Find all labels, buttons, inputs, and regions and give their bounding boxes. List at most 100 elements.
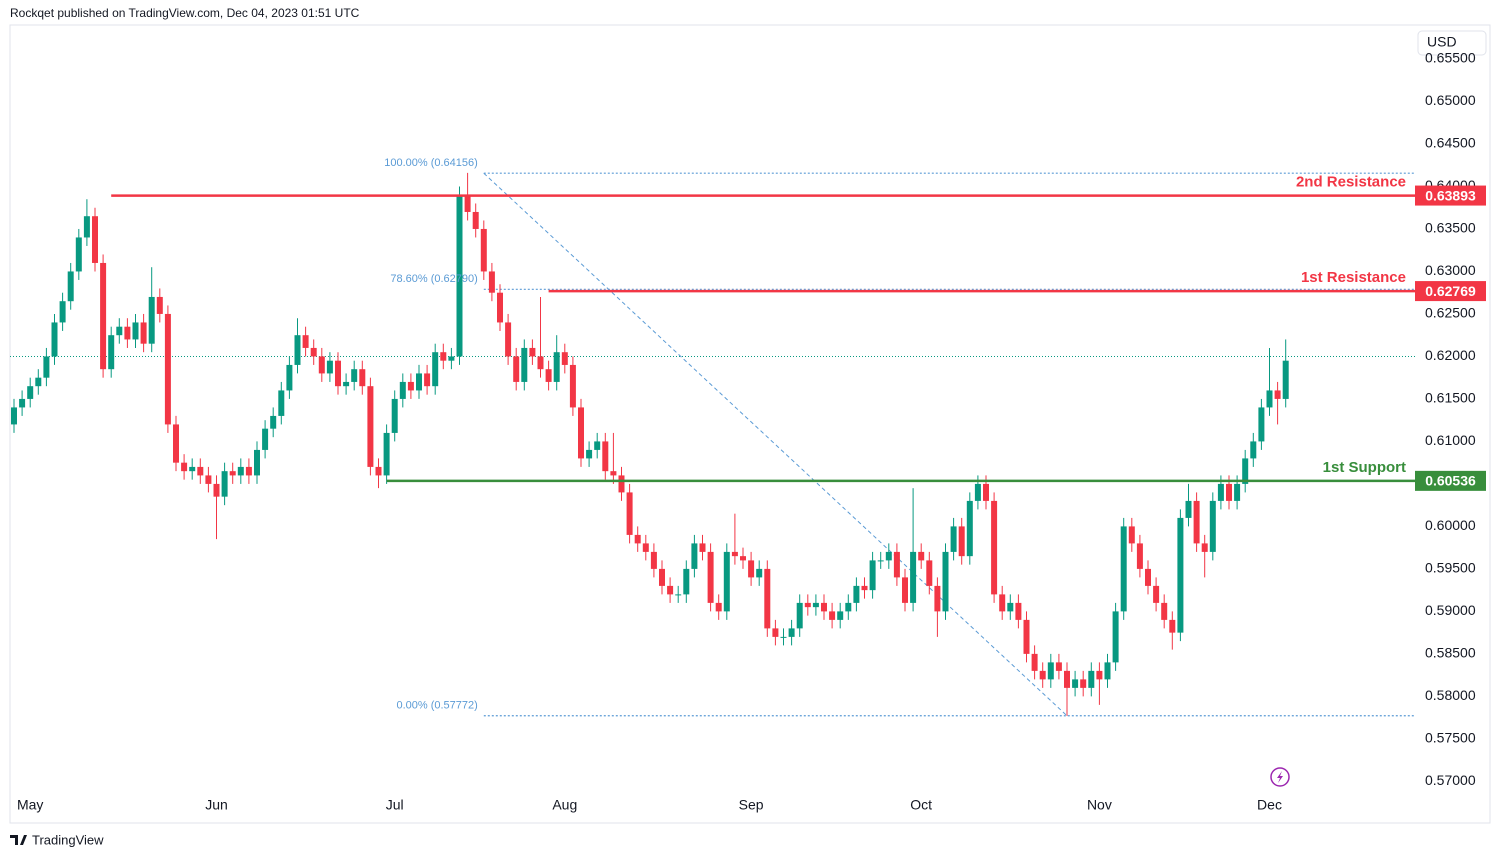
candle-body bbox=[1217, 483, 1224, 501]
currency[interactable]: USD bbox=[1427, 34, 1457, 50]
candle-body bbox=[1112, 611, 1119, 663]
candle-body bbox=[375, 466, 382, 476]
candle-body bbox=[772, 628, 779, 637]
candle-body bbox=[92, 216, 98, 263]
candle-body bbox=[821, 602, 827, 612]
plot bbox=[10, 172, 1415, 717]
candle-body bbox=[27, 386, 34, 399]
candle-body bbox=[885, 551, 892, 561]
alert-bolt[interactable] bbox=[1277, 771, 1283, 783]
y-tick-label: 0.58500 bbox=[1425, 645, 1476, 661]
candle-body bbox=[326, 360, 333, 374]
candle-body bbox=[1023, 619, 1030, 654]
candle-body bbox=[845, 602, 852, 612]
candle-body bbox=[764, 568, 771, 629]
currency-box[interactable]: USD bbox=[1417, 30, 1487, 56]
candle-body bbox=[424, 373, 431, 387]
candle-body bbox=[1080, 679, 1087, 688]
candle-body bbox=[926, 560, 933, 586]
candle-body bbox=[505, 322, 512, 357]
candle-body bbox=[861, 585, 868, 591]
candle-body bbox=[610, 471, 617, 476]
level-badge bbox=[1415, 281, 1486, 302]
candle-body bbox=[545, 369, 552, 382]
candle-body bbox=[148, 296, 155, 344]
candle-body bbox=[189, 466, 196, 472]
candle-body bbox=[1169, 619, 1176, 633]
candle-body bbox=[715, 602, 722, 612]
candle-body bbox=[723, 551, 730, 612]
candle-body bbox=[1226, 483, 1232, 501]
candle-body bbox=[270, 415, 277, 429]
candle-body bbox=[521, 347, 528, 382]
candle-body bbox=[416, 373, 422, 391]
candle-body bbox=[318, 356, 325, 374]
candle-body bbox=[642, 543, 649, 552]
candle-body bbox=[1193, 500, 1200, 544]
candle-body bbox=[910, 551, 917, 603]
publisher: Rockqet published on TradingView.com, De… bbox=[10, 6, 360, 20]
candle-body bbox=[156, 296, 163, 314]
candle-body bbox=[1153, 585, 1160, 603]
candle-body bbox=[999, 594, 1006, 612]
candle-body bbox=[221, 471, 228, 497]
brand: TradingView bbox=[10, 832, 104, 847]
level-badge bbox=[1415, 470, 1486, 491]
candle-body bbox=[245, 466, 252, 476]
candle-body bbox=[116, 326, 123, 336]
candle-body bbox=[100, 262, 107, 370]
y-tick-label: 0.57000 bbox=[1425, 772, 1476, 788]
candle-body bbox=[456, 194, 463, 357]
candle-body bbox=[569, 364, 576, 408]
candle-body bbox=[1064, 670, 1070, 688]
candle-body bbox=[35, 377, 42, 387]
candle-body bbox=[343, 381, 350, 387]
candle-body bbox=[367, 386, 374, 467]
candle-body bbox=[351, 369, 358, 382]
candle-body bbox=[497, 292, 503, 323]
candle-body bbox=[675, 594, 682, 596]
candle-body bbox=[1258, 407, 1265, 442]
candle-body bbox=[667, 585, 674, 595]
currency-frame[interactable] bbox=[1417, 30, 1487, 56]
y-tick-label: 0.61500 bbox=[1425, 390, 1476, 406]
y-tick-label: 0.57500 bbox=[1425, 730, 1476, 746]
candle-body bbox=[918, 551, 925, 561]
candle-body bbox=[796, 602, 803, 629]
candle-body bbox=[537, 356, 544, 370]
y-tick-label: 0.62000 bbox=[1425, 347, 1476, 363]
candle-body bbox=[594, 441, 601, 450]
y-tick-label: 0.62500 bbox=[1425, 305, 1476, 321]
level-badge-label: 0.62769 bbox=[1425, 283, 1476, 299]
candle-body bbox=[302, 335, 309, 348]
candle-body bbox=[472, 211, 479, 229]
candle-body bbox=[934, 585, 941, 612]
candle-body bbox=[67, 271, 74, 302]
y-tick-label: 0.64500 bbox=[1425, 135, 1476, 151]
candle-body bbox=[966, 500, 973, 557]
candle-body bbox=[756, 568, 763, 578]
candle-body bbox=[553, 352, 560, 382]
candle-body bbox=[1145, 568, 1151, 586]
candle-body bbox=[877, 560, 884, 562]
candle-body bbox=[950, 526, 957, 552]
candle-body bbox=[335, 360, 341, 387]
candle-body bbox=[181, 462, 188, 472]
candle-body bbox=[197, 466, 204, 476]
candle-body bbox=[19, 398, 26, 408]
candle-body bbox=[1234, 483, 1241, 501]
level-badge bbox=[1415, 185, 1486, 206]
x-tick-label: Dec bbox=[1257, 797, 1282, 813]
level-name: 2nd Resistance bbox=[1296, 174, 1406, 191]
alert-circle[interactable] bbox=[1270, 767, 1290, 787]
candle-body bbox=[748, 560, 755, 578]
candle-body bbox=[1072, 679, 1079, 688]
alert-icon[interactable] bbox=[1270, 767, 1290, 787]
x-tick-label: Oct bbox=[910, 797, 932, 813]
candle-body bbox=[1266, 390, 1273, 408]
candle-body bbox=[51, 322, 58, 357]
candle-body bbox=[124, 326, 131, 340]
candle-body bbox=[1015, 602, 1022, 620]
candle-body bbox=[286, 364, 293, 391]
